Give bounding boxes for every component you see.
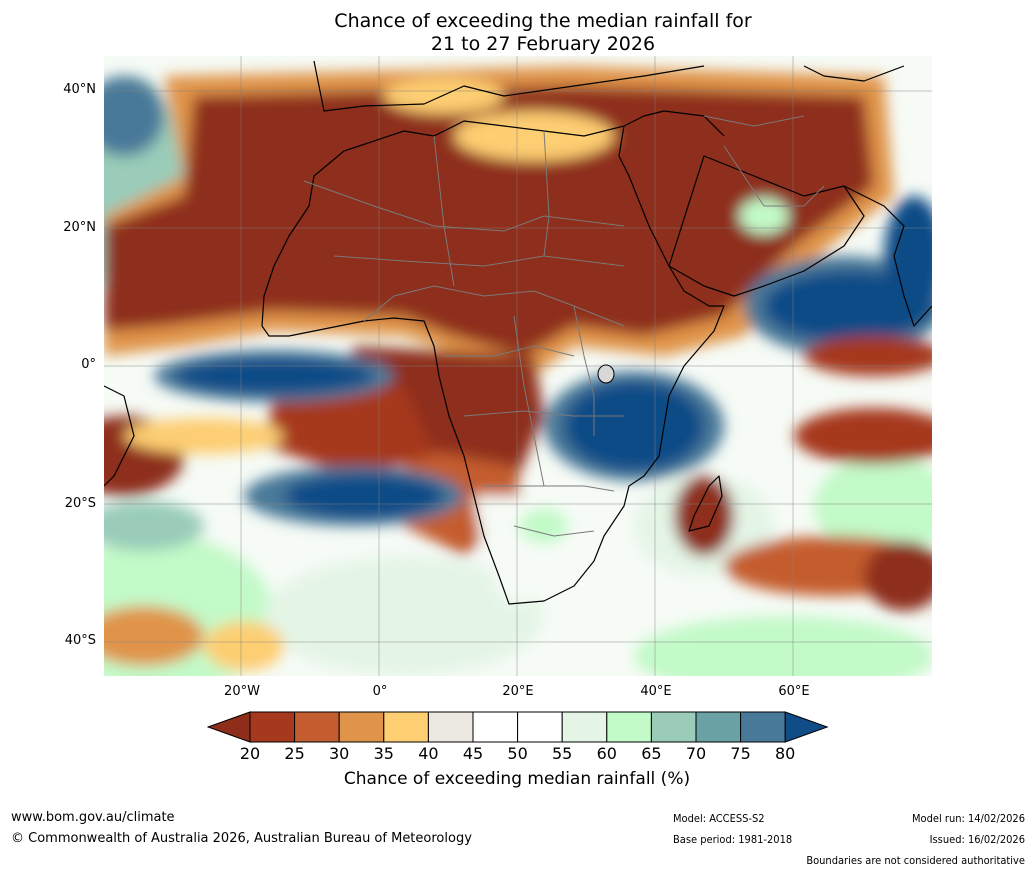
- colorbar-cell: [294, 711, 340, 743]
- colorbar: [207, 711, 829, 743]
- model-name: Model: ACCESS-S2: [673, 812, 765, 825]
- rainfall-field: [104, 66, 932, 676]
- model-run-date: Model run: 14/02/2026: [912, 812, 1025, 825]
- website-link[interactable]: www.bom.gov.au/climate: [11, 810, 175, 825]
- rainfall-map: [104, 56, 932, 676]
- colorbar-tick-label: 25: [284, 744, 305, 763]
- copyright-text: © Commonwealth of Australia 2026, Austra…: [11, 831, 472, 846]
- colorbar-cell: [650, 711, 697, 743]
- map-canvas: [104, 56, 932, 676]
- lat-label-40n: 40°N: [63, 82, 96, 97]
- colorbar-tick-label: 70: [685, 744, 707, 763]
- title-line-2: 21 to 27 February 2026: [430, 33, 656, 55]
- colorbar-tick-label: 60: [596, 744, 617, 763]
- colorbar-tick-label: 40: [418, 744, 439, 763]
- map-title: Chance of exceeding the median rainfall …: [0, 10, 1035, 56]
- colorbar-cell: [383, 711, 429, 743]
- colorbar-cell: [338, 711, 385, 743]
- colorbar-cell: [561, 711, 608, 743]
- lon-label-20e: 20°E: [502, 684, 534, 699]
- graticule: [104, 56, 932, 676]
- colorbar-cell: [606, 711, 652, 743]
- lake-victoria: [597, 364, 615, 384]
- colorbar-arrow-low: [207, 711, 251, 743]
- colorbar-arrow-high: [784, 711, 829, 743]
- colorbar-tick-label: 30: [329, 744, 350, 763]
- base-period: Base period: 1981-2018: [673, 833, 793, 846]
- title-line-1: Chance of exceeding the median rainfall …: [334, 10, 752, 32]
- colorbar-tick-label: 45: [462, 744, 484, 763]
- colorbar-tick-label: 20: [239, 744, 261, 763]
- colorbar-tick-label: 55: [552, 744, 573, 763]
- colorbar-tick-label: 80: [775, 744, 796, 763]
- issued-date: Issued: 16/02/2026: [929, 833, 1025, 846]
- colorbar-tick-label: 50: [507, 744, 528, 763]
- colorbar-tick-label: 65: [641, 744, 662, 763]
- lat-label-40s: 40°S: [64, 633, 96, 648]
- lon-label-0: 0°: [372, 684, 388, 699]
- colorbar-cell: [740, 711, 786, 743]
- lon-label-60e: 60°E: [778, 684, 810, 699]
- country-boundaries: [303, 115, 825, 537]
- colorbar-cell: [427, 711, 474, 743]
- colorbar-cell: [517, 711, 563, 743]
- colorbar-tick-label: 35: [373, 744, 394, 763]
- colorbar-cell: [472, 711, 519, 743]
- colorbar-cell: [695, 711, 742, 743]
- colorbar-cell: [249, 711, 296, 743]
- colorbar-label: Chance of exceeding median rainfall (%): [343, 769, 691, 789]
- boundaries-disclaimer: Boundaries are not considered authoritat…: [806, 854, 1025, 867]
- lat-label-0: 0°: [81, 357, 96, 372]
- colorbar-tick-label: 75: [730, 744, 751, 763]
- lat-label-20s: 20°S: [64, 496, 96, 511]
- lon-label-40e: 40°E: [640, 684, 672, 699]
- lat-label-20n: 20°N: [63, 220, 96, 235]
- lon-label-20w: 20°W: [224, 684, 260, 699]
